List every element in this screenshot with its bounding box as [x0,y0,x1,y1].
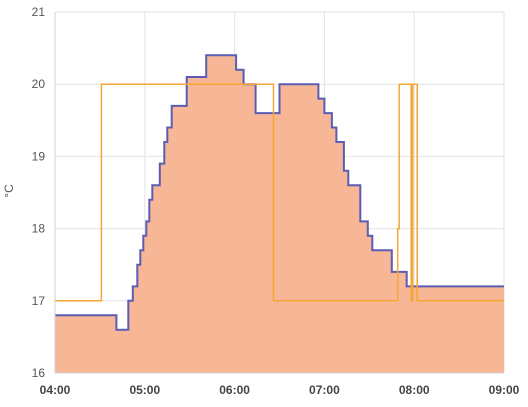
y-tick-label: 17 [32,294,46,308]
y-axis-ticks: 16 17 18 19 20 21 [32,5,46,380]
series-layer [55,54,504,374]
x-tick-label: 08:00 [399,383,430,397]
series-0-area [55,55,504,374]
series-1-line [55,83,504,302]
x-tick-label: 09:00 [489,383,520,397]
series-0-line [55,54,504,331]
x-tick-label: 05:00 [129,383,160,397]
axis-lines [54,12,504,374]
y-tick-label: 21 [32,5,46,19]
x-tick-label: 06:00 [219,383,250,397]
y-axis-label: °C [2,184,16,198]
y-tick-label: 18 [32,222,46,236]
y-tick-label: 16 [32,366,46,380]
y-tick-label: 19 [32,149,46,163]
x-axis-ticks: 04:00 05:00 06:00 07:00 08:00 09:00 [40,383,520,397]
y-tick-label: 20 [32,77,46,91]
x-tick-label: 07:00 [309,383,340,397]
x-tick-label: 04:00 [40,383,71,397]
